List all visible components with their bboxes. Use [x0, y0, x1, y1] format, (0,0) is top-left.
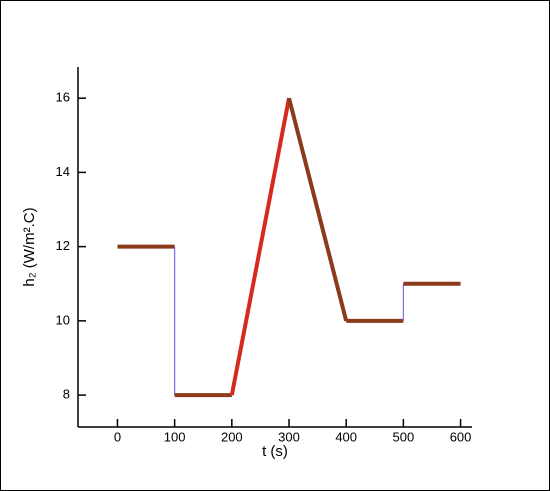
x-tick-label: 500 [393, 429, 415, 444]
y-tick-label: 12 [56, 238, 70, 253]
x-tick-label: 200 [221, 429, 243, 444]
x-tick-label: 0 [114, 429, 121, 444]
x-axis-label: t (s) [262, 443, 288, 460]
y-tick-label: 8 [63, 387, 70, 402]
line-segment [229, 97, 291, 396]
y-tick-label: 10 [56, 312, 70, 327]
x-tick-label: 400 [335, 429, 357, 444]
x-tick-label: 600 [450, 429, 472, 444]
line-segment [287, 97, 349, 322]
x-tick-label: 300 [278, 429, 300, 444]
y-tick-label: 16 [56, 90, 70, 105]
y-axis-label: h₂ (W/m².C) [21, 207, 38, 286]
x-tick-label: 100 [164, 429, 186, 444]
y-tick-label: 14 [56, 164, 70, 179]
